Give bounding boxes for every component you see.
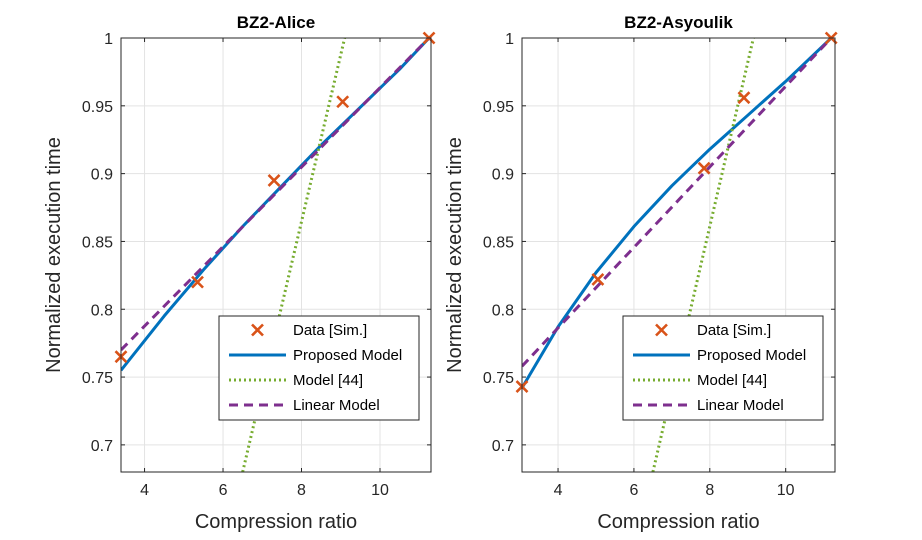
x-tick-label: 8 [705, 482, 714, 499]
y-tick-label: 0.7 [91, 438, 113, 455]
y-tick-label: 0.75 [82, 370, 113, 387]
x-axis-label: Compression ratio [597, 511, 759, 533]
y-tick-label: 1 [104, 31, 113, 48]
x-tick-label: 4 [140, 482, 149, 499]
series-line-dotted [651, 38, 755, 472]
x-tick-label: 8 [297, 482, 306, 499]
y-tick-label: 0.9 [492, 167, 514, 184]
series-line-dashed [522, 38, 833, 368]
y-tick-label: 0.7 [492, 438, 514, 455]
y-axis-label: Normalized execution time [444, 137, 466, 373]
y-tick-label: 0.8 [91, 302, 113, 319]
legend-label: Model [44] [697, 372, 767, 389]
data-point-marker [697, 161, 711, 175]
y-axis-label: Normalized execution time [43, 137, 65, 373]
legend-swatch-data [655, 323, 668, 337]
x-axis-label: Compression ratio [195, 511, 357, 533]
x-tick-label: 10 [777, 482, 795, 499]
legend-swatch-data [251, 323, 264, 337]
series-line-dashed [121, 38, 431, 351]
x-tick-label: 6 [219, 482, 228, 499]
legend-label: Model [44] [293, 372, 363, 389]
series-line-dotted [241, 38, 347, 472]
chart-title: BZ2-Asyoulik [624, 13, 733, 32]
data-point-marker [737, 91, 751, 105]
x-tick-label: 10 [371, 482, 389, 499]
x-tick-label: 4 [554, 482, 563, 499]
data-point-marker [267, 173, 281, 187]
data-point-marker [191, 275, 204, 289]
series-group [121, 38, 431, 472]
legend-label: Proposed Model [293, 347, 402, 364]
chart-title: BZ2-Alice [237, 13, 315, 32]
chart-panel-1: 4 6 8 10 0.7 0.75 0.8 0.85 0.9 0.95 1 BZ2-Alice Comp… [43, 13, 436, 533]
legend-label: Data [Sim.] [293, 322, 367, 339]
axes-box [521, 37, 836, 473]
chart-panel-2: 4 6 8 10 0.7 0.75 0.8 0.85 0.9 0.95 1 BZ2-Asyoulik C… [444, 13, 838, 533]
y-tick-label: 0.9 [91, 167, 113, 184]
legend: Data [Sim.] Proposed Model Model [44] Linea… [622, 315, 824, 421]
x-tick-label: 6 [629, 482, 638, 499]
series-group [522, 38, 833, 472]
data-point-marker [591, 272, 605, 286]
y-tick-label: 0.95 [82, 99, 113, 116]
y-tick-label: 0.95 [483, 99, 514, 116]
data-point-marker [336, 95, 350, 109]
y-tick-label: 0.75 [483, 370, 514, 387]
legend: Data [Sim.] Proposed Model Model [44] Linea… [218, 315, 420, 421]
y-tick-label: 1 [505, 31, 514, 48]
legend-label: Data [Sim.] [697, 322, 771, 339]
axes-box [120, 37, 432, 473]
legend-label: Linear Model [293, 397, 380, 414]
series-line-solid [522, 38, 833, 389]
legend-label: Proposed Model [697, 347, 806, 364]
y-tick-label: 0.85 [483, 234, 514, 251]
y-tick-label: 0.85 [82, 234, 113, 251]
y-tick-label: 0.8 [492, 302, 514, 319]
legend-label: Linear Model [697, 397, 784, 414]
